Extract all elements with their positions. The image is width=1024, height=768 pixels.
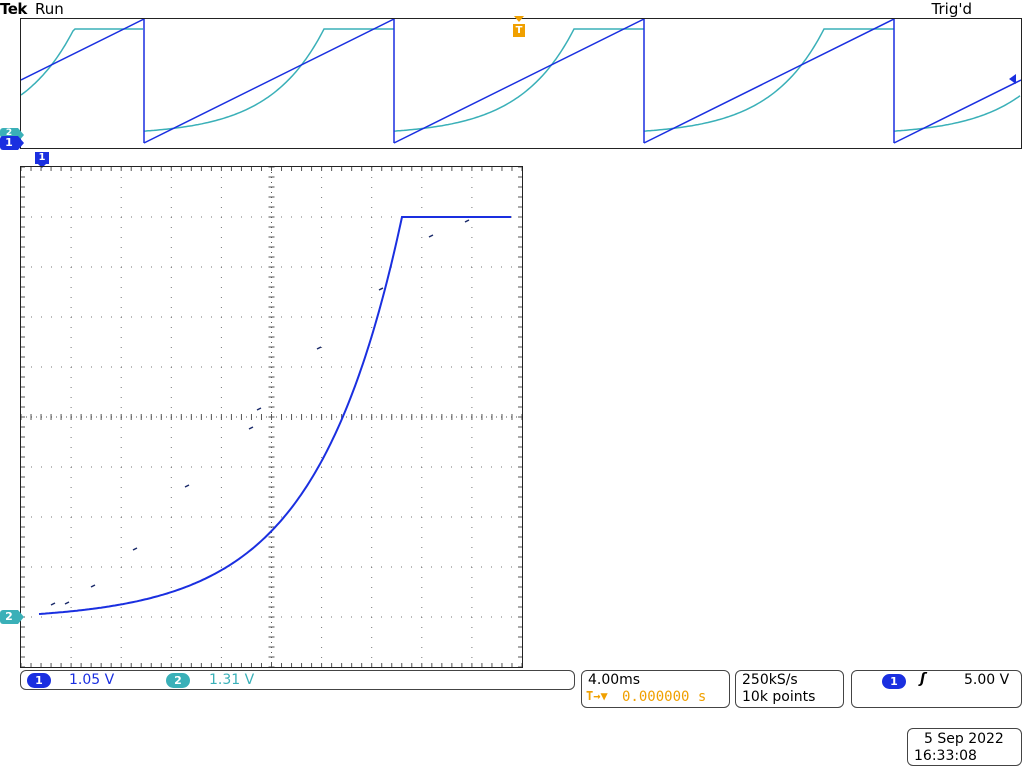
xy-marker-arrow-icon [37, 163, 47, 168]
time: 16:33:08 [914, 748, 977, 764]
retrace-dot [90, 584, 96, 588]
ch2-scale[interactable]: 1.31 V [209, 672, 255, 688]
xy-display-window[interactable] [20, 166, 523, 668]
ch1-ground-marker[interactable]: 1 [0, 136, 24, 150]
yt-waveform-window[interactable] [20, 18, 1022, 149]
retrace-dot [378, 287, 384, 291]
date: 5 Sep 2022 [924, 731, 1004, 747]
ch2-ground-marker[interactable]: 2 [0, 128, 24, 142]
ch2-badge[interactable]: 2 [166, 673, 190, 688]
trigger-readout[interactable]: 1 ʃ 5.00 V [851, 670, 1022, 708]
trigger-status: Trig'd [931, 0, 972, 18]
acquisition-readout[interactable]: 250kS/s 10k points [735, 670, 844, 708]
date-time-readout: 5 Sep 2022 16:33:08 [907, 728, 1022, 766]
retrace-dot [248, 426, 254, 430]
trigger-offset-icon: T→▼ [586, 689, 608, 703]
retrace-dot [184, 484, 190, 488]
ch2-waveform [21, 28, 1021, 132]
retrace-dot [50, 602, 56, 606]
trigger-position: 0.000000 s [622, 689, 707, 705]
channel-scale-bar[interactable]: 1 1.05 V 2 1.31 V [20, 670, 575, 690]
xy-plot [21, 167, 522, 667]
retrace-dot [428, 234, 434, 238]
sample-rate: 250kS/s [742, 672, 798, 688]
retrace-dot [64, 601, 70, 605]
trigger-position-icon[interactable]: T [513, 24, 525, 37]
ch1-scale[interactable]: 1.05 V [69, 672, 115, 688]
timebase-readout[interactable]: 4.00ms T→▼ 0.000000 s [581, 670, 730, 708]
record-length: 10k points [742, 689, 816, 705]
trigger-level-icon[interactable] [1009, 74, 1016, 84]
xy-ch1-marker-icon[interactable]: 1 [35, 152, 49, 164]
rising-edge-icon: ʃ [920, 671, 926, 687]
retrace-dot [316, 346, 322, 350]
xy-ch2-marker[interactable]: 2 [0, 610, 24, 624]
retrace-dot [256, 407, 262, 411]
trigger-source-badge: 1 [882, 674, 906, 689]
ch1-badge[interactable]: 1 [27, 673, 51, 688]
ch1-waveform [21, 19, 1021, 144]
time-per-div: 4.00ms [588, 672, 641, 688]
trigger-level: 5.00 V [964, 672, 1010, 688]
xy-transfer-curve [38, 216, 511, 615]
trigger-arrow-icon [514, 16, 524, 22]
yt-waveform-plot [21, 19, 1021, 144]
acquisition-status: Run [35, 0, 64, 18]
retrace-dot [132, 547, 138, 551]
retrace-dot [464, 219, 470, 223]
brand-logo: Tek [0, 0, 27, 18]
